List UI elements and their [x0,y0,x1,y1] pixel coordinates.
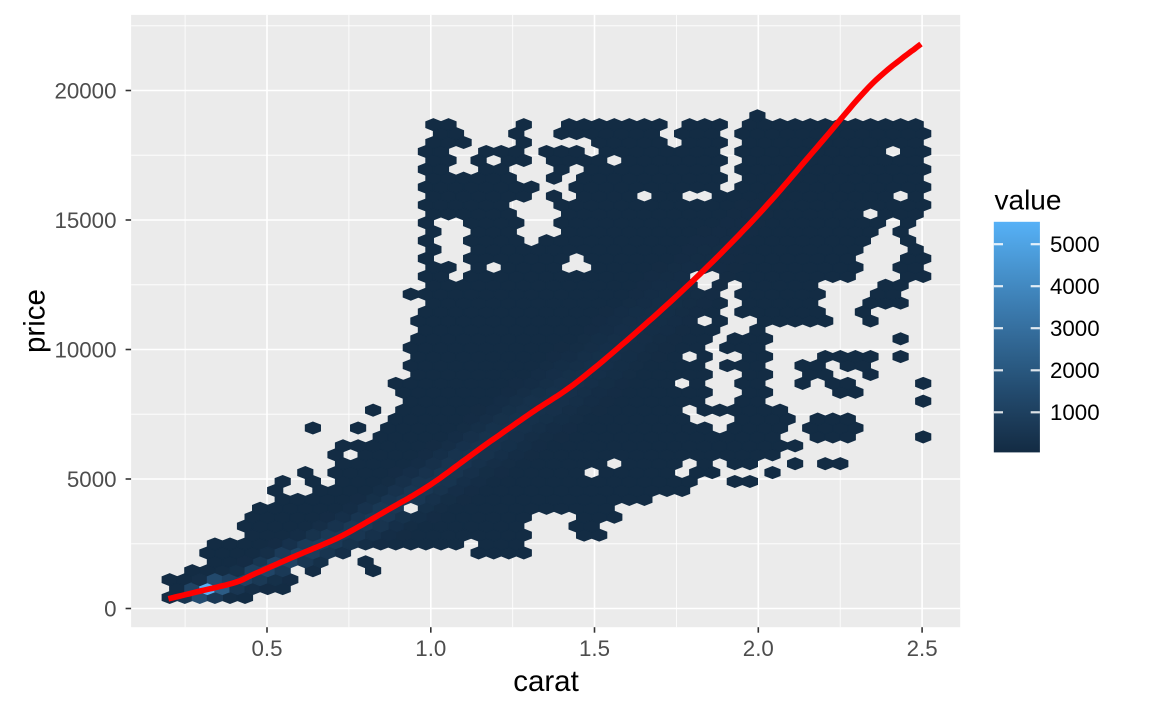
svg-text:2.5: 2.5 [907,636,938,661]
svg-text:5000: 5000 [67,467,117,492]
svg-text:2.0: 2.0 [743,636,774,661]
svg-text:0.5: 0.5 [252,636,283,661]
svg-text:carat: carat [513,665,579,698]
svg-text:price: price [19,289,52,353]
svg-text:10000: 10000 [54,337,116,362]
svg-text:20000: 20000 [54,78,116,103]
svg-text:1000: 1000 [1050,400,1100,425]
svg-text:15000: 15000 [54,208,116,233]
svg-text:value: value [995,185,1062,216]
svg-text:3000: 3000 [1050,316,1100,341]
svg-text:0: 0 [104,596,116,621]
svg-text:1.5: 1.5 [579,636,610,661]
svg-text:4000: 4000 [1050,274,1100,299]
svg-text:1.0: 1.0 [415,636,446,661]
svg-text:2000: 2000 [1050,358,1100,383]
svg-text:5000: 5000 [1050,232,1100,257]
